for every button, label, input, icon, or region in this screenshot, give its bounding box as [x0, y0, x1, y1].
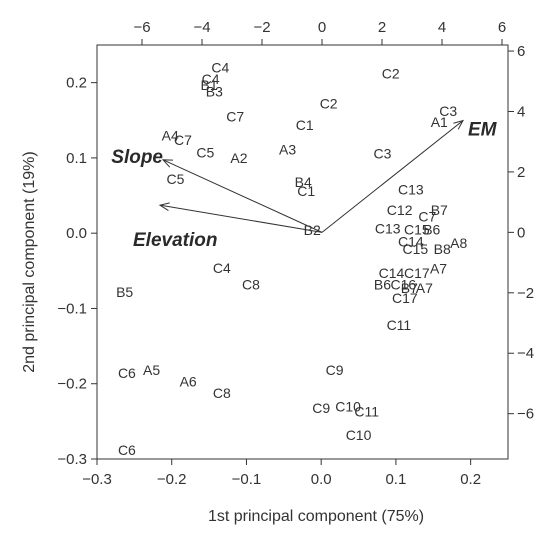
point-label: C7 [226, 109, 244, 125]
loading-vectors: EM Slope Elevation [111, 120, 497, 252]
point-label: C5 [196, 145, 214, 161]
point-label: C2 [320, 96, 338, 112]
point-label: C15 [404, 221, 430, 237]
y-axis-title: 2nd principal component (19%) [21, 151, 38, 372]
point-label: C11 [354, 404, 379, 420]
point-label: C1 [297, 183, 315, 199]
vector-arrowhead [453, 119, 465, 130]
point-label: C3 [439, 103, 457, 119]
y-tick-label: −0.2 [57, 376, 87, 393]
point-label: C5 [167, 171, 185, 187]
vector-arrowhead [161, 159, 174, 168]
y-axis-left: −0.3 −0.2 −0.1 0.0 0.1 0.2 [57, 75, 97, 468]
x-tick-label: 0.2 [460, 471, 481, 488]
point-label: A1 [431, 114, 448, 130]
point-label: B2 [304, 222, 321, 238]
y-tick-label: 0.0 [66, 225, 87, 242]
point-label: B4 [295, 174, 312, 190]
point-label: C7 [174, 132, 192, 148]
point-label: A7 [416, 280, 433, 296]
point-label: C6 [118, 365, 136, 381]
point-label: B7 [401, 280, 418, 296]
point-label: C6 [118, 442, 136, 458]
point-label: C17 [404, 265, 430, 281]
point-label: C10 [335, 398, 361, 414]
top-tick-label: 6 [498, 19, 506, 36]
vector-label: EM [468, 120, 498, 141]
right-tick-label: −6 [517, 406, 534, 423]
right-tick-label: 2 [517, 164, 525, 181]
y-tick-label: 0.1 [66, 150, 87, 167]
x-tick-label: −0.2 [157, 471, 187, 488]
point-label: A6 [180, 373, 197, 389]
point-label: C9 [312, 400, 330, 416]
point-label: C4 [211, 60, 229, 76]
vector-arrowhead [158, 202, 170, 211]
point-label: B6 [374, 276, 391, 292]
point-label: C12 [387, 202, 413, 218]
point-label: C13 [375, 221, 401, 237]
top-tick-label: 0 [318, 19, 326, 36]
vector-label: Elevation [133, 230, 217, 251]
top-tick-label: 2 [378, 19, 386, 36]
point-label: C13 [398, 182, 424, 198]
right-tick-label: 0 [517, 224, 525, 241]
vector-label: Slope [111, 147, 163, 168]
point-label: B1 [201, 77, 218, 93]
y-axis-right: −6 −4 −2 0 2 4 6 [508, 43, 534, 423]
top-tick-label: −2 [253, 19, 270, 36]
plot-frame [96, 44, 509, 460]
point-label: B7 [431, 202, 448, 218]
vector-line [321, 120, 464, 233]
x-tick-label: −0.1 [232, 471, 262, 488]
y-tick-label: −0.3 [57, 451, 87, 468]
point-label: B6 [423, 221, 440, 237]
top-tick-label: −4 [193, 19, 210, 36]
top-tick-label: 4 [438, 19, 446, 36]
x-tick-label: −0.3 [82, 471, 112, 488]
point-label: A5 [143, 362, 160, 378]
point-label: B8 [434, 241, 451, 257]
point-label: C15 [402, 241, 428, 257]
point-label: A8 [450, 235, 467, 251]
x-tick-label: 0.1 [385, 471, 406, 488]
y-tick-label: 0.2 [66, 75, 87, 92]
y-tick-label: −0.1 [57, 300, 87, 317]
point-label: A2 [230, 150, 247, 166]
point-label: B3 [206, 84, 223, 100]
top-tick-label: −6 [133, 19, 150, 36]
x-axis-title: 1st principal component (75%) [208, 508, 424, 525]
point-label: C4 [213, 260, 231, 276]
point-label: C17 [392, 290, 418, 306]
point-label: C10 [346, 427, 372, 443]
point-label: C14 [398, 233, 424, 249]
point-label: B5 [116, 284, 133, 300]
point-label: A3 [279, 142, 296, 158]
x-axis-bottom: −0.3 −0.2 −0.1 0.0 0.1 0.2 [82, 459, 481, 488]
x-tick-label: 0.0 [311, 471, 332, 488]
point-label: C8 [242, 276, 260, 292]
point-label: C8 [213, 385, 231, 401]
point-label: C11 [387, 317, 412, 333]
right-tick-label: −4 [517, 345, 534, 362]
right-tick-label: 6 [517, 43, 525, 60]
point-label: C9 [326, 362, 344, 378]
vector-line [162, 159, 323, 233]
vector-line [159, 204, 323, 233]
point-label: C2 [382, 66, 400, 82]
point-label: C1 [296, 117, 314, 133]
point-label: C3 [374, 145, 392, 161]
x-axis-top: −6 −4 −2 0 2 4 6 [133, 19, 506, 45]
point-label: C4 [202, 71, 220, 87]
point-label: C7 [418, 209, 436, 225]
point-label: A7 [430, 261, 447, 277]
point-label: A4 [162, 127, 179, 143]
point-label: C14 [379, 265, 405, 281]
right-tick-label: −2 [517, 285, 534, 302]
point-label: C16 [391, 276, 417, 292]
right-tick-label: 4 [517, 103, 525, 120]
